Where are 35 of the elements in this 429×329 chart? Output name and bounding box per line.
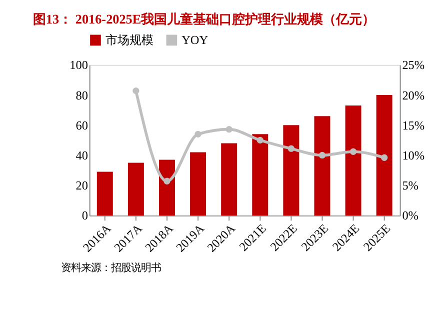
bar	[190, 152, 206, 216]
y2-tick-label: 25%	[402, 58, 425, 72]
y-tick-label: 100	[70, 58, 88, 72]
bar	[314, 116, 330, 216]
bar	[221, 143, 238, 216]
point	[380, 154, 388, 161]
bar	[283, 125, 300, 216]
point	[132, 87, 140, 94]
y2-tick-label: 5%	[402, 178, 418, 193]
point	[288, 145, 294, 152]
text: 资料来源：招股说明书	[61, 262, 162, 274]
bar	[376, 95, 392, 216]
chart-title: 图13： 2016-2025E我国儿童基础口腔护理行业规模（亿元）	[32, 12, 376, 27]
point	[350, 148, 357, 155]
y-tick-label: 0	[82, 208, 88, 223]
y-tick-label: 60	[76, 118, 88, 132]
y2-tick-label: 0%	[402, 208, 418, 223]
bar	[345, 106, 362, 216]
y-tick-label: 80	[76, 88, 88, 102]
y2-tick-label: 20%	[402, 88, 425, 102]
bar	[158, 160, 175, 216]
y-tick-label: 20	[76, 178, 88, 193]
bar	[252, 134, 268, 216]
y2-tick-label: 10%	[402, 148, 425, 162]
legend-label: 市场规模	[105, 32, 154, 47]
point	[318, 152, 326, 159]
legend-label: YOY	[182, 32, 208, 47]
y2-tick-label: 15%	[402, 118, 425, 132]
y-tick-label: 40	[76, 148, 88, 162]
point	[194, 130, 202, 138]
bar	[96, 172, 113, 216]
point	[164, 178, 170, 184]
point	[226, 126, 232, 133]
bar	[128, 162, 144, 216]
point	[256, 136, 264, 144]
